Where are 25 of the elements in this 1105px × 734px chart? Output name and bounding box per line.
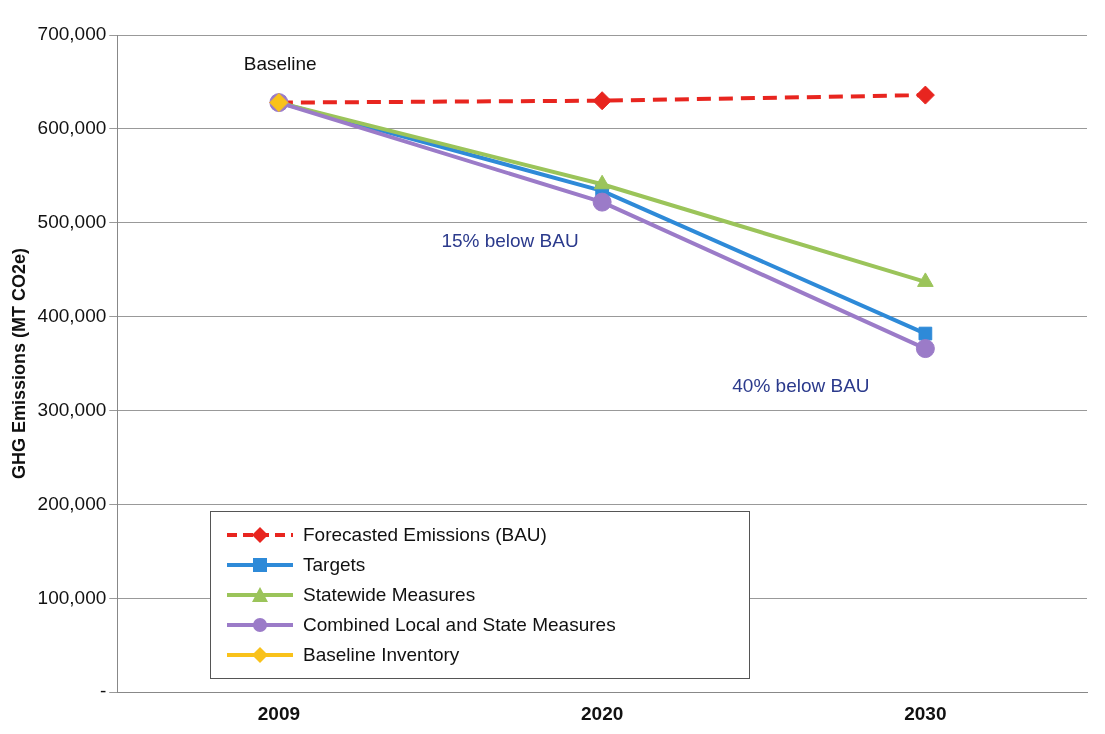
y-tick-label: 500,000 xyxy=(37,211,107,233)
point xyxy=(918,326,933,341)
y-tick-label: 200,000 xyxy=(37,492,107,514)
legend-label: Baseline Inventory xyxy=(303,644,460,666)
point xyxy=(592,91,612,111)
legend-label: Combined Local and State Measures xyxy=(303,614,616,636)
x-tick-label: 2020 xyxy=(581,702,624,724)
x-tick-label: 2030 xyxy=(904,702,947,724)
legend-label: Statewide Measures xyxy=(303,584,476,606)
y-tick-label: 300,000 xyxy=(37,398,107,420)
y-tick-label: - xyxy=(99,680,107,702)
point xyxy=(915,339,935,359)
legend-label: Targets xyxy=(303,554,366,576)
point xyxy=(592,192,612,212)
annotation: 40% below BAU xyxy=(732,374,870,396)
legend-label: Forecasted Emissions (BAU) xyxy=(303,524,547,546)
y-tick-label: 400,000 xyxy=(37,304,107,326)
point xyxy=(915,85,935,105)
y-tick-label: 100,000 xyxy=(37,586,107,608)
y-tick-label: 600,000 xyxy=(37,117,107,139)
y-axis-title: GHG Emissions (MT CO2e) xyxy=(8,248,29,480)
x-tick-label: 2009 xyxy=(257,702,301,724)
annotation: 15% below BAU xyxy=(441,230,579,252)
y-tick-label: 700,000 xyxy=(37,23,107,45)
annotation: Baseline xyxy=(243,52,317,74)
